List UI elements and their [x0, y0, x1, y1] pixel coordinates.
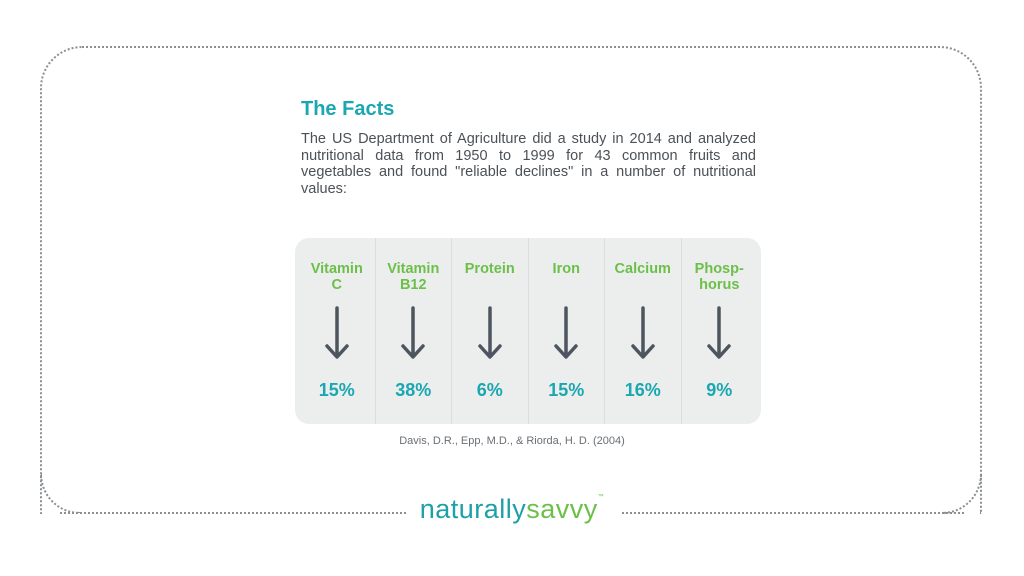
- intro-paragraph: The US Department of Agriculture did a s…: [301, 131, 756, 197]
- arrow-down-icon: [554, 306, 578, 359]
- arrow-down-icon: [707, 306, 731, 359]
- nutrient-column: Vitamin C 15%: [299, 238, 376, 424]
- nutrient-label: Phosp- horus: [694, 261, 744, 293]
- nutrient-panel: Vitamin C 15% Vitamin B12 38% Protein 6%…: [295, 238, 761, 424]
- nutrient-column: Calcium 16%: [605, 238, 682, 424]
- trademark-mark: ™: [597, 494, 605, 500]
- nutrient-label: Protein: [464, 261, 515, 277]
- nutrient-decline-value: 16%: [624, 380, 661, 400]
- brand-logo: naturallysavvy™: [414, 494, 610, 525]
- nutrient-column: Vitamin B12 38%: [376, 238, 452, 424]
- arrow-down-icon: [401, 306, 425, 359]
- nutrient-column: Phosp- horus 9%: [682, 238, 758, 424]
- nutrient-label: Iron: [552, 261, 580, 277]
- dotted-frame: [40, 46, 982, 514]
- nutrient-decline-value: 38%: [395, 380, 432, 400]
- logo-text-savvy: savvy: [526, 494, 598, 524]
- nutrient-decline-value: 15%: [548, 380, 585, 400]
- nutrient-decline-value: 15%: [318, 380, 355, 400]
- nutrient-label: Vitamin B12: [387, 261, 440, 293]
- arrow-down-icon: [325, 306, 349, 359]
- nutrient-label: Calcium: [614, 261, 671, 277]
- nutrient-decline-value: 6%: [476, 380, 503, 400]
- frame-bottom-line-left: [60, 512, 406, 516]
- citation: Davis, D.R., Epp, M.D., & Riorda, H. D. …: [399, 435, 625, 447]
- page-title: The Facts: [301, 98, 395, 120]
- nutrient-decline-value: 9%: [706, 380, 733, 400]
- nutrient-column: Iron 15%: [529, 238, 605, 424]
- logo-text-naturally: naturally: [419, 494, 527, 524]
- nutrient-column: Protein 6%: [452, 238, 529, 424]
- arrow-down-icon: [631, 306, 655, 359]
- arrow-down-icon: [478, 306, 502, 359]
- nutrient-label: Vitamin C: [310, 261, 363, 293]
- frame-bottom-line-right: [622, 512, 964, 516]
